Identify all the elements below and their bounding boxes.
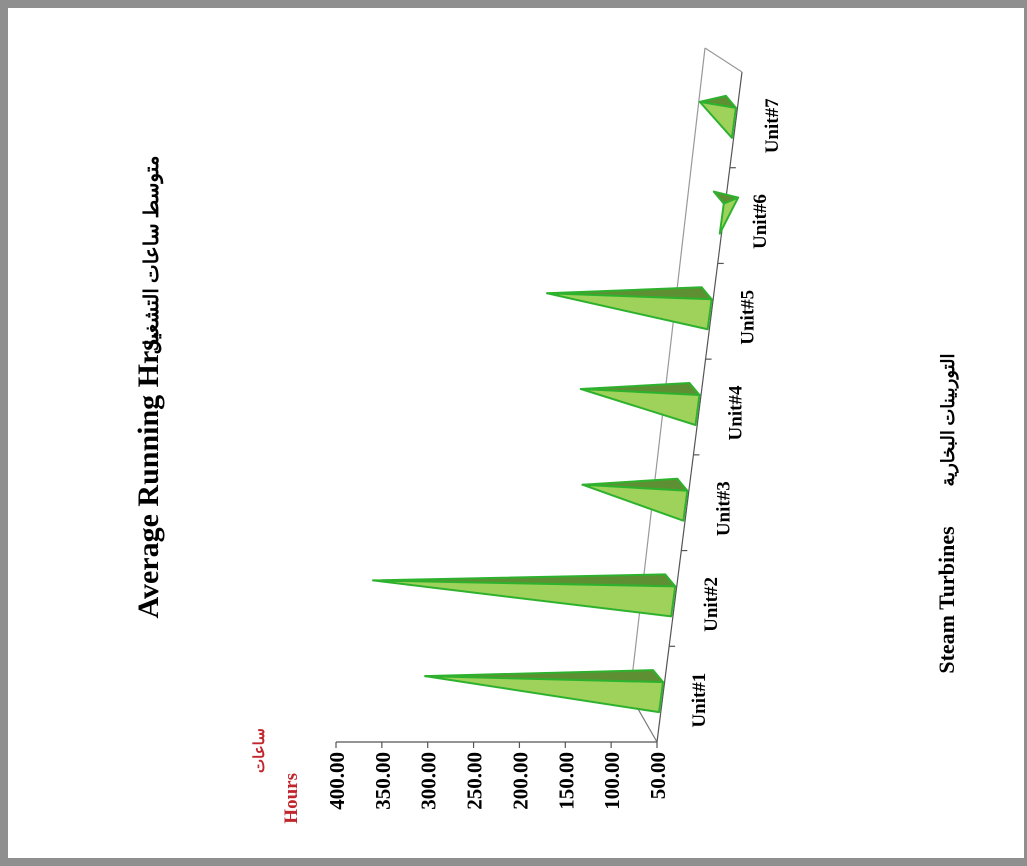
category-axis-line bbox=[656, 71, 743, 743]
category-label: Unit#3 bbox=[713, 481, 734, 536]
y-tick-label: 250.00 bbox=[463, 752, 487, 810]
cone-front-face bbox=[698, 100, 737, 139]
y-tick-label: 350.00 bbox=[371, 752, 395, 810]
chart-title-ar: متوسط ساعات التشغيل bbox=[141, 156, 164, 355]
cone-front-face bbox=[579, 388, 701, 426]
cone-front-face bbox=[546, 292, 713, 331]
cone-front-face bbox=[372, 579, 677, 618]
cone-bar bbox=[712, 190, 740, 235]
y-tick-label: 100.00 bbox=[600, 752, 624, 810]
y-tick-label: 150.00 bbox=[554, 752, 578, 810]
y-tick-label: 400.00 bbox=[325, 752, 349, 810]
cone-front-face bbox=[424, 675, 665, 714]
category-label: Unit#5 bbox=[738, 290, 759, 345]
category-label: Unit#4 bbox=[726, 385, 747, 440]
y-unit-en: Hours bbox=[281, 773, 302, 824]
y-tick-label: 50.00 bbox=[646, 752, 670, 799]
cone-bar bbox=[372, 573, 677, 618]
cone-bar bbox=[424, 669, 665, 714]
cone-bar bbox=[579, 382, 701, 426]
y-tick-label: 300.00 bbox=[417, 752, 441, 810]
y-tick-label: 200.00 bbox=[508, 752, 532, 810]
x-title-ar: التوربينات البخارية bbox=[938, 353, 959, 486]
category-label: Unit#1 bbox=[689, 673, 710, 728]
cone-bar bbox=[581, 477, 689, 522]
chart-title-en: Average Running Hrs. bbox=[132, 332, 165, 619]
back-corner-line bbox=[704, 47, 743, 73]
category-label: Unit#7 bbox=[762, 98, 783, 153]
cone-bar bbox=[546, 286, 713, 331]
cone-bar bbox=[698, 94, 737, 139]
category-label: Unit#6 bbox=[750, 194, 771, 249]
category-label: Unit#2 bbox=[701, 577, 722, 632]
y-unit-ar: ساعات bbox=[252, 728, 268, 773]
cone-front-face bbox=[718, 196, 740, 235]
x-title-en: Steam Turbines bbox=[934, 526, 959, 674]
cone-front-face bbox=[581, 483, 689, 522]
